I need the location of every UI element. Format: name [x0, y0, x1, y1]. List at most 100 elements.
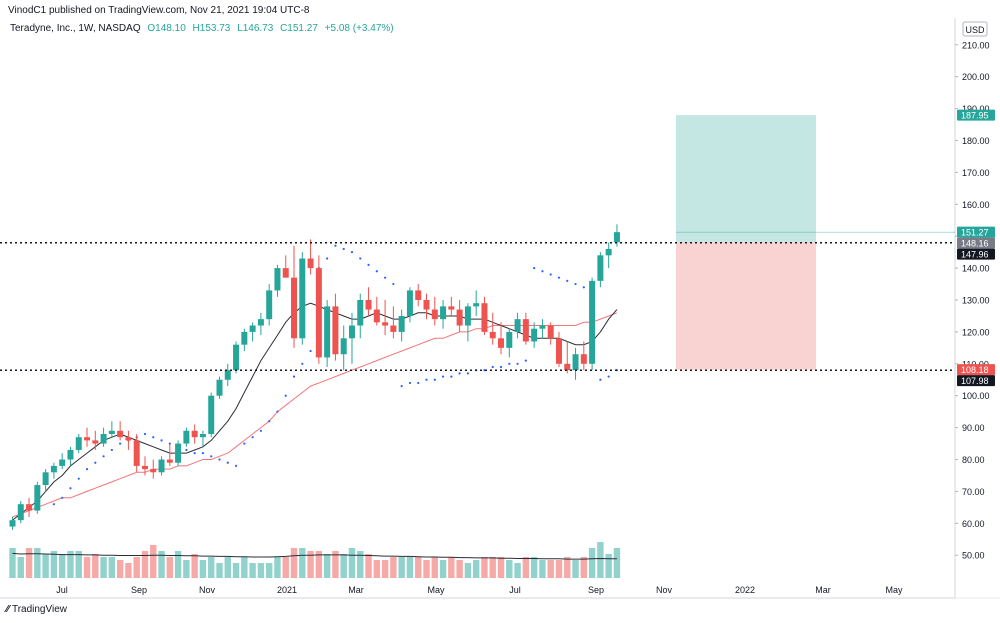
volume-average-line — [12, 552, 617, 560]
candle-body — [291, 277, 298, 339]
candle-body — [191, 430, 198, 438]
volume-bar — [133, 557, 140, 578]
volume-bar — [158, 551, 165, 578]
candle-body — [59, 459, 66, 466]
candle-body — [564, 363, 571, 371]
candle — [390, 306, 397, 339]
volume-bar — [348, 548, 356, 578]
tradingview-logo-text: TradingView — [11, 604, 67, 615]
candle — [216, 376, 223, 399]
y-tick-label: 160.00 — [962, 200, 990, 210]
candle — [117, 421, 124, 441]
candle-body — [199, 434, 206, 438]
price-label-bg — [957, 364, 995, 376]
candle-body — [75, 437, 82, 450]
candle-body — [208, 395, 215, 434]
sar-dot — [185, 448, 188, 452]
candle-body — [92, 440, 99, 444]
sar-dot — [85, 467, 89, 471]
candle-body — [357, 300, 364, 326]
volume-bar — [522, 557, 530, 578]
sar-dot — [301, 362, 304, 365]
sar-dot — [549, 273, 552, 276]
price-label-entry: 148.16 — [957, 237, 995, 249]
candle-body — [257, 319, 264, 326]
sar-dot — [243, 442, 246, 445]
volume-bar — [67, 551, 74, 578]
candle — [431, 296, 438, 326]
candle-body — [580, 354, 587, 364]
volume-bar — [265, 563, 273, 578]
sar-dot — [119, 442, 122, 445]
candle — [605, 242, 612, 269]
currency-label: USD — [965, 25, 985, 35]
candle-body — [605, 248, 612, 256]
candle-body — [307, 258, 314, 269]
candle — [158, 456, 165, 476]
candle-body — [141, 465, 148, 470]
candle-body — [406, 290, 413, 316]
y-tick-label: 90.00 — [962, 423, 985, 433]
candle — [125, 430, 132, 450]
candle — [274, 264, 281, 297]
volume-bar — [42, 554, 49, 578]
price-label-bg — [957, 237, 995, 249]
volume-bar — [572, 560, 579, 578]
candle-body — [249, 325, 256, 332]
currency-badge[interactable]: USD — [962, 21, 988, 37]
candle-body — [158, 459, 165, 473]
candle — [547, 322, 554, 345]
volume-bar — [597, 542, 604, 578]
candle-body — [398, 315, 405, 332]
volume-bar — [100, 557, 107, 578]
x-tick-label: 2021 — [277, 585, 297, 595]
candle-body — [555, 338, 562, 364]
candle — [257, 312, 264, 336]
candle-body — [166, 459, 173, 463]
grid — [0, 18, 1000, 599]
sar-dot — [259, 429, 262, 432]
candle — [175, 440, 182, 466]
sar-dot — [102, 455, 105, 458]
volume-bar — [431, 557, 438, 578]
candle-body — [332, 306, 339, 355]
candle — [34, 481, 41, 514]
volume-bar — [25, 548, 33, 578]
candle — [59, 453, 66, 470]
x-tick-label: 2022 — [735, 585, 755, 595]
tradingview-logo[interactable]: ⁄⁄ TradingView — [6, 604, 67, 615]
sar-dot — [516, 362, 519, 365]
candle-body — [522, 319, 529, 342]
candle-body — [282, 268, 289, 278]
x-tick-label: Nov — [656, 585, 673, 595]
volume-bars — [9, 542, 621, 578]
profit-zone — [676, 115, 816, 243]
volume-bar — [125, 563, 132, 578]
sar-dot — [582, 286, 585, 289]
volume-bar — [580, 557, 588, 578]
volume-bar — [472, 560, 480, 578]
y-tick-label: 180.00 — [962, 136, 990, 146]
candle — [531, 322, 538, 348]
legend-open: O148.10 — [147, 23, 186, 34]
volume-bar — [506, 560, 513, 578]
sar-dot — [408, 381, 412, 385]
candle — [208, 392, 215, 438]
price-label-text: 147.96 — [961, 249, 989, 259]
candle-body — [100, 434, 107, 444]
candle — [522, 312, 529, 345]
price-label-bg — [957, 375, 995, 387]
sar-dot — [458, 372, 461, 375]
candle — [9, 516, 16, 530]
sar-dot — [218, 458, 221, 461]
candle-body — [498, 338, 505, 348]
sar-dot — [557, 276, 561, 279]
candle — [166, 443, 173, 466]
candle-body — [373, 309, 380, 323]
candle — [150, 459, 157, 479]
volume-bar — [530, 557, 538, 578]
candle-body — [456, 309, 463, 326]
candle-body — [117, 430, 124, 438]
sar-dot — [342, 247, 345, 251]
